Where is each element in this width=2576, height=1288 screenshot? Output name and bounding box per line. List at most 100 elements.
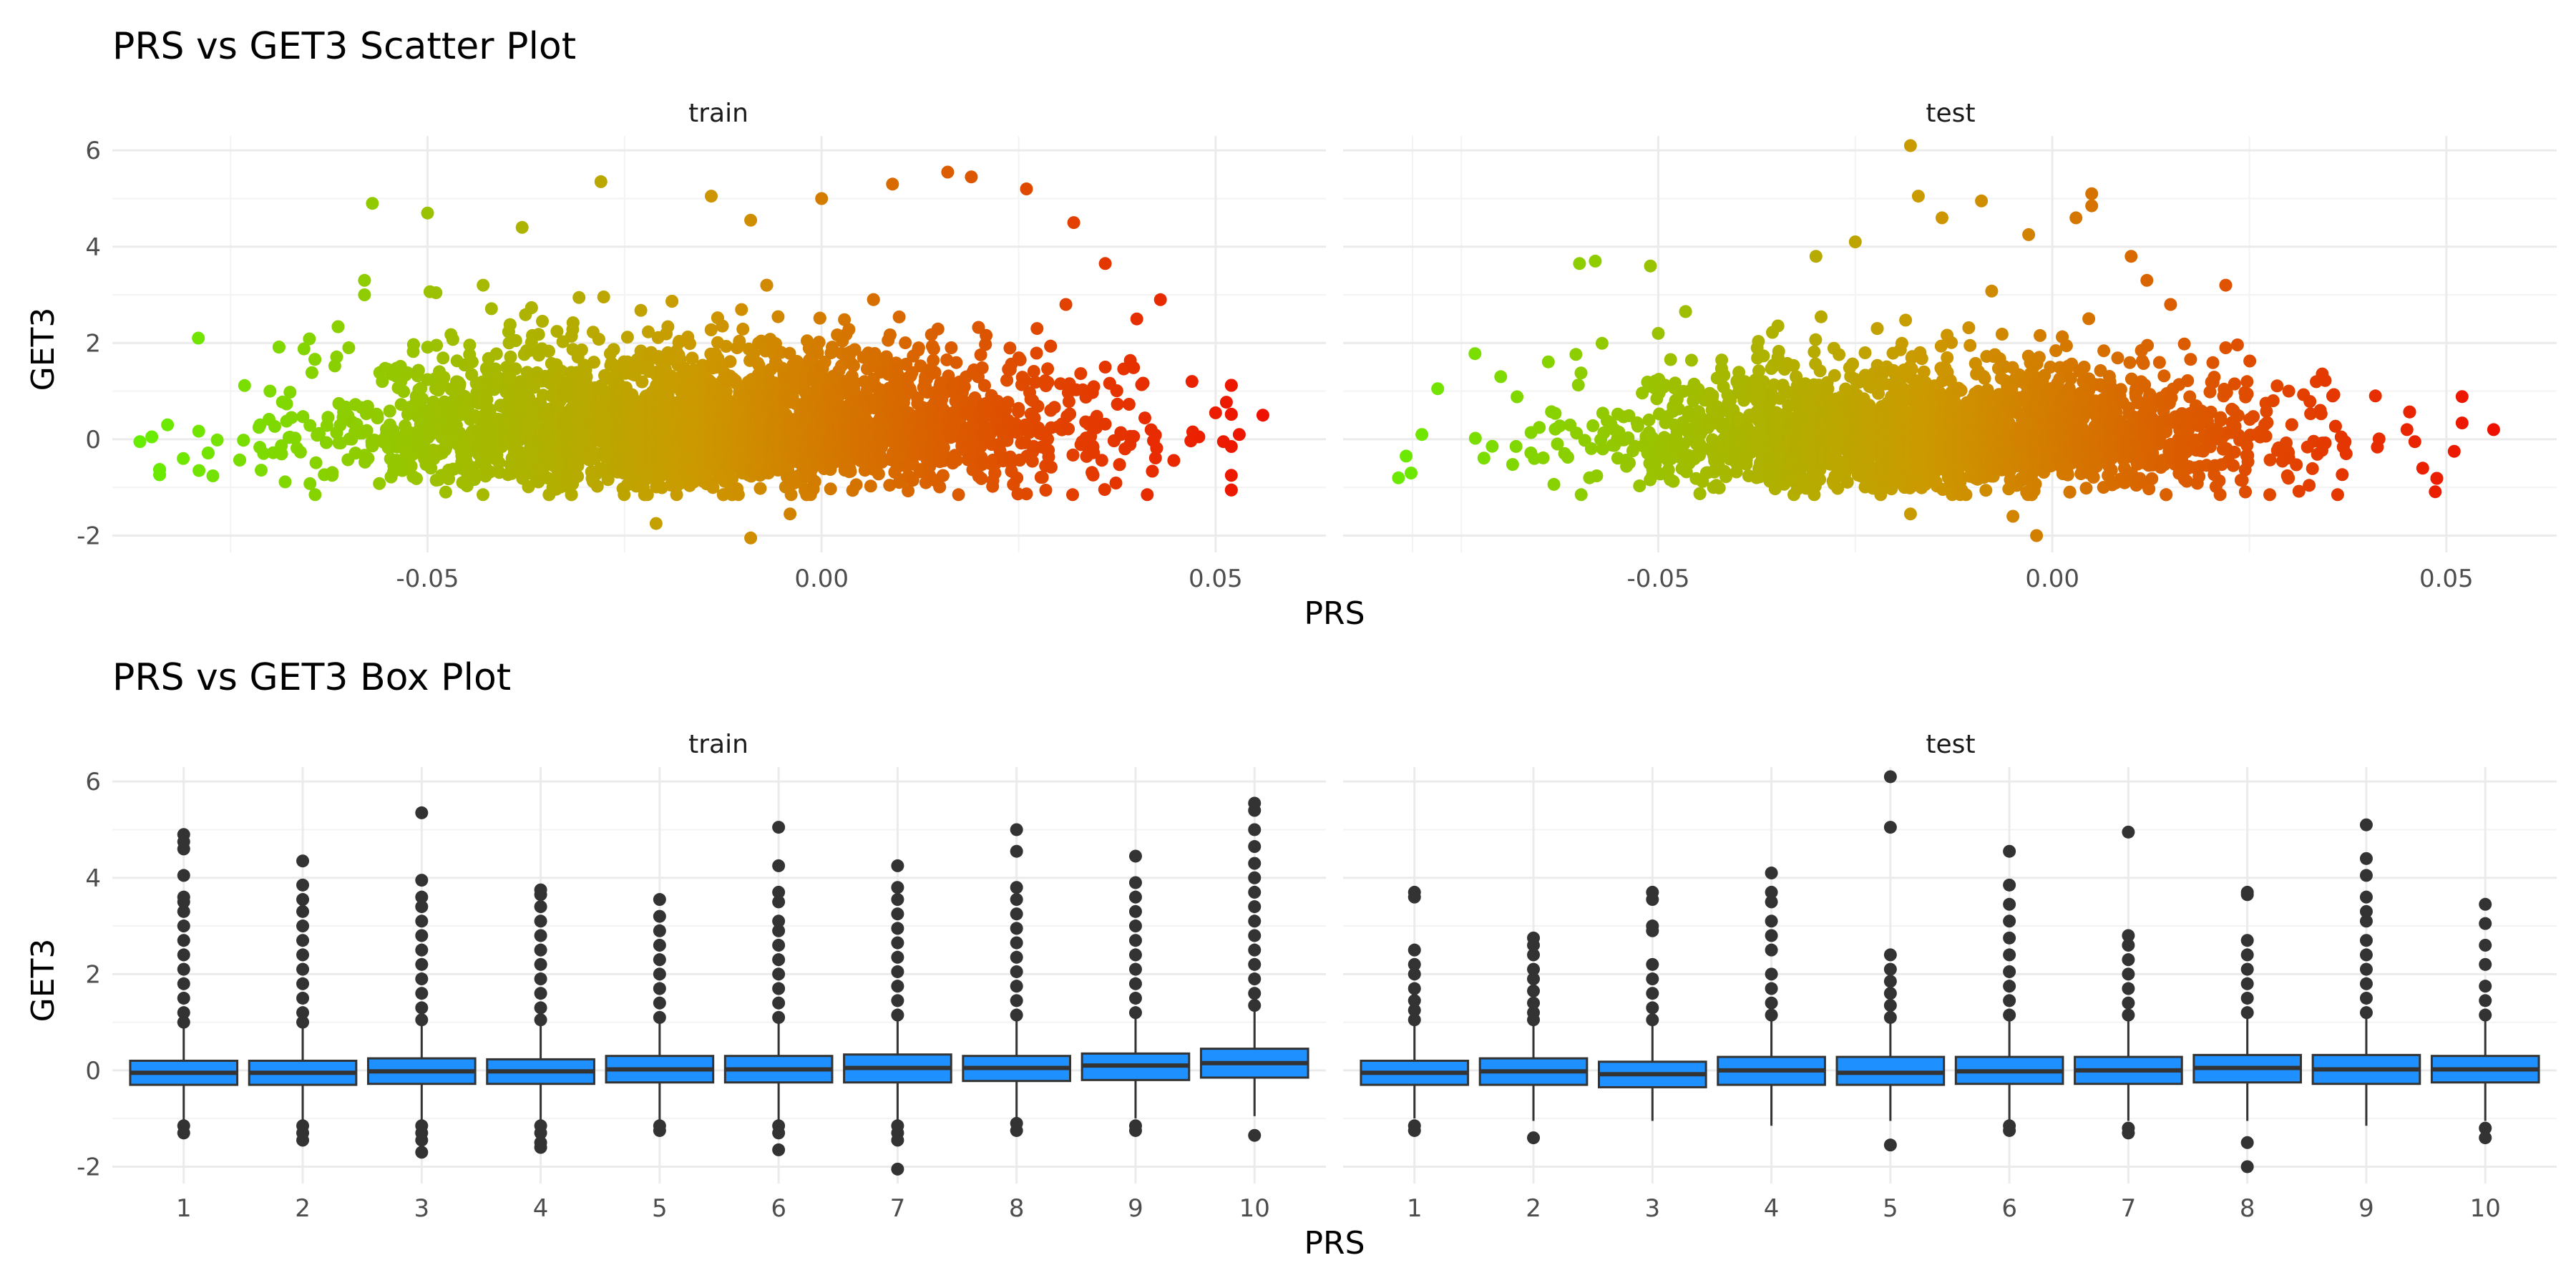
scatter-point <box>484 465 497 479</box>
scatter-point <box>550 325 564 338</box>
scatter-point <box>484 302 498 316</box>
scatter-point <box>594 175 608 188</box>
scatter-y-tick-label: 0 <box>85 426 101 454</box>
scatter-point <box>872 467 885 481</box>
scatter-point <box>397 385 411 399</box>
scatter-point <box>744 213 758 227</box>
scatter-point <box>912 341 925 355</box>
scatter-point <box>980 328 993 342</box>
scatter-point <box>280 397 293 411</box>
scatter-point <box>542 344 555 358</box>
scatter-point <box>1020 487 1033 501</box>
scatter-point <box>945 341 958 354</box>
scatter-facet-train-label: train <box>688 99 748 128</box>
scatter-x-tick-label: 0.05 <box>1189 565 1243 593</box>
scatter-point <box>1148 429 1162 441</box>
scatter-point <box>844 464 857 478</box>
scatter-point <box>439 485 452 499</box>
scatter-point <box>1477 452 1491 465</box>
scatter-point <box>532 328 545 341</box>
scatter-point <box>812 336 826 349</box>
scatter-point <box>927 353 940 367</box>
scatter-point <box>1098 257 1112 270</box>
scatter-point <box>477 278 490 292</box>
scatter-point <box>933 480 947 494</box>
scatter-point <box>1185 375 1199 389</box>
scatter-point <box>320 436 333 449</box>
scatter-point <box>406 338 420 351</box>
scatter-x-tick-label: -0.05 <box>1627 565 1690 593</box>
scatter-point <box>704 323 718 336</box>
scatter-point <box>477 488 489 502</box>
scatter-point <box>1003 341 1017 355</box>
scatter-point <box>1224 483 1238 497</box>
scatter-point <box>1828 369 1841 382</box>
scatter-point <box>1623 457 1636 469</box>
scatter-point <box>1224 440 1238 453</box>
scatter-point <box>649 517 663 530</box>
scatter-point <box>744 531 758 545</box>
scatter-point <box>1772 345 1785 358</box>
scatter-point <box>1787 358 1800 372</box>
scatter-point <box>815 192 829 205</box>
scatter-point <box>1067 216 1080 230</box>
scatter-point <box>177 452 190 465</box>
scatter-point <box>975 472 988 485</box>
scatter-point <box>592 333 605 346</box>
scatter-point <box>342 341 356 354</box>
scatter-point <box>308 488 322 502</box>
scatter-point <box>936 469 950 482</box>
scatter-point <box>409 472 423 485</box>
scatter-point <box>1153 293 1167 306</box>
scatter-point <box>201 447 215 460</box>
scatter-point <box>1586 419 1600 432</box>
scatter-point <box>665 295 679 308</box>
scatter-point <box>366 197 379 210</box>
scatter-point <box>376 375 389 388</box>
scatter-point <box>1192 430 1206 444</box>
scatter-point <box>1574 488 1588 502</box>
scatter-point <box>1494 370 1508 384</box>
scatter-point <box>275 447 288 461</box>
scatter-point <box>634 303 648 317</box>
scatter-point <box>1030 322 1044 336</box>
scatter-point <box>1574 366 1588 380</box>
scatter-point <box>504 350 517 364</box>
scatter-point <box>607 343 620 356</box>
scatter-point <box>1509 439 1523 453</box>
scatter-point <box>849 478 863 492</box>
scatter-point <box>465 355 479 369</box>
scatter-point <box>308 353 322 366</box>
scatter-point <box>597 291 610 303</box>
scatter-point <box>784 488 798 502</box>
scatter-point <box>383 404 396 418</box>
scatter-point <box>883 328 897 341</box>
scatter-point <box>1232 428 1246 441</box>
scatter-point <box>1010 472 1024 484</box>
scatter-point <box>1039 484 1053 497</box>
scatter-point <box>404 459 418 473</box>
scatter-point <box>1127 429 1141 443</box>
scatter-point <box>1667 474 1680 488</box>
scatter-point <box>1717 369 1731 382</box>
scatter-point <box>1146 464 1159 478</box>
scatter-point <box>1571 379 1585 392</box>
scatter-point <box>373 477 386 490</box>
scatter-point <box>1693 487 1707 500</box>
scatter-point <box>463 338 477 352</box>
scatter-point <box>210 433 224 447</box>
scatter-y-tick-label: 2 <box>85 329 101 358</box>
scatter-point <box>1590 469 1604 482</box>
scatter-point <box>1548 406 1562 420</box>
scatter-point <box>1468 431 1482 445</box>
scatter-point <box>1584 441 1598 455</box>
scatter-point <box>1573 257 1586 270</box>
scatter-point <box>1813 364 1827 378</box>
scatter-point <box>1533 421 1546 434</box>
scatter-point <box>1095 454 1108 467</box>
scatter-point <box>1679 305 1692 318</box>
scatter-point <box>288 431 302 445</box>
scatter-point <box>421 206 434 220</box>
